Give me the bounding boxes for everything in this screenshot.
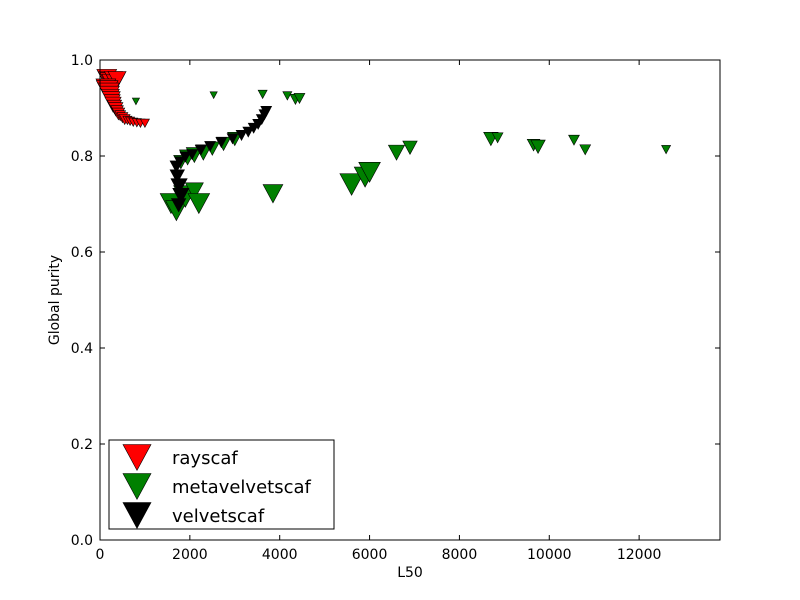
plot-marks xyxy=(95,69,672,222)
x-tick-label: 12000 xyxy=(617,547,662,563)
point-metavelvetscaf-12 xyxy=(339,173,364,196)
point-velvetscaf-8 xyxy=(195,144,207,156)
point-velvetscaf-18 xyxy=(260,106,273,117)
y-axis-label: Global purity xyxy=(47,255,63,345)
point-metavelvetscaf-30 xyxy=(661,145,672,155)
legend-label-metavelvetscaf: metavelvetscaf xyxy=(172,477,312,498)
point-metavelvetscaf-11 xyxy=(262,184,284,204)
legend-marker-metavelvetscaf xyxy=(122,473,152,501)
point-metavelvetscaf-0 xyxy=(131,97,141,106)
plot-area-frame xyxy=(99,59,721,541)
point-metavelvetscaf-28 xyxy=(568,134,580,146)
point-metavelvetscaf-27 xyxy=(530,139,546,154)
axis-ticks: 0 2000 4000 6000 8000 10000 12000 0.0 0.2 0.4 0.6 0… xyxy=(71,53,720,563)
legend-frame xyxy=(108,439,335,530)
point-metavelvetscaf-3 xyxy=(282,91,293,101)
point-metavelvetscaf-23 xyxy=(402,140,418,155)
point-velvetscaf-6 xyxy=(179,151,192,163)
y-tick-label: 0.8 xyxy=(71,149,93,165)
legend: rayscaf metavelvetscaf velvetscaf xyxy=(108,439,335,530)
point-velvetscaf-5 xyxy=(174,156,186,168)
point-metavelvetscaf-1 xyxy=(209,91,218,100)
x-tick-label: 2000 xyxy=(172,547,208,563)
x-tick-label: 6000 xyxy=(352,547,388,563)
point-velvetscaf-12 xyxy=(235,130,248,141)
point-velvetscaf-9 xyxy=(204,141,216,153)
point-velvetscaf-11 xyxy=(226,133,239,145)
point-metavelvetscaf-10 xyxy=(187,193,211,215)
legend-marker-velvetscaf xyxy=(122,502,152,530)
point-metavelvetscaf-22 xyxy=(387,144,406,161)
point-rayscaf-27 xyxy=(139,118,150,128)
x-tick-label: 4000 xyxy=(262,547,298,563)
point-metavelvetscaf-5 xyxy=(293,93,306,105)
x-tick-label: 8000 xyxy=(442,547,478,563)
legend-label-rayscaf: rayscaf xyxy=(172,448,238,469)
legend-marker-rayscaf xyxy=(122,444,152,472)
point-velvetscaf-13 xyxy=(242,126,255,138)
point-metavelvetscaf-14 xyxy=(358,162,381,183)
point-velvetscaf-7 xyxy=(186,149,199,161)
y-tick-label: 0.0 xyxy=(71,533,93,549)
x-axis-label: L50 xyxy=(397,565,423,581)
x-tick-label: 0 xyxy=(96,547,105,563)
y-tick-label: 0.4 xyxy=(71,341,93,357)
point-metavelvetscaf-25 xyxy=(491,132,504,144)
point-metavelvetscaf-29 xyxy=(579,144,592,156)
x-tick-label: 10000 xyxy=(527,547,572,563)
y-tick-label: 0.2 xyxy=(71,437,93,453)
legend-label-velvetscaf: velvetscaf xyxy=(172,506,265,527)
point-velvetscaf-10 xyxy=(215,137,228,149)
y-tick-label: 0.6 xyxy=(71,245,93,261)
point-metavelvetscaf-2 xyxy=(257,89,268,100)
y-tick-label: 1.0 xyxy=(71,53,93,69)
point-metavelvetscaf-9 xyxy=(184,182,204,201)
